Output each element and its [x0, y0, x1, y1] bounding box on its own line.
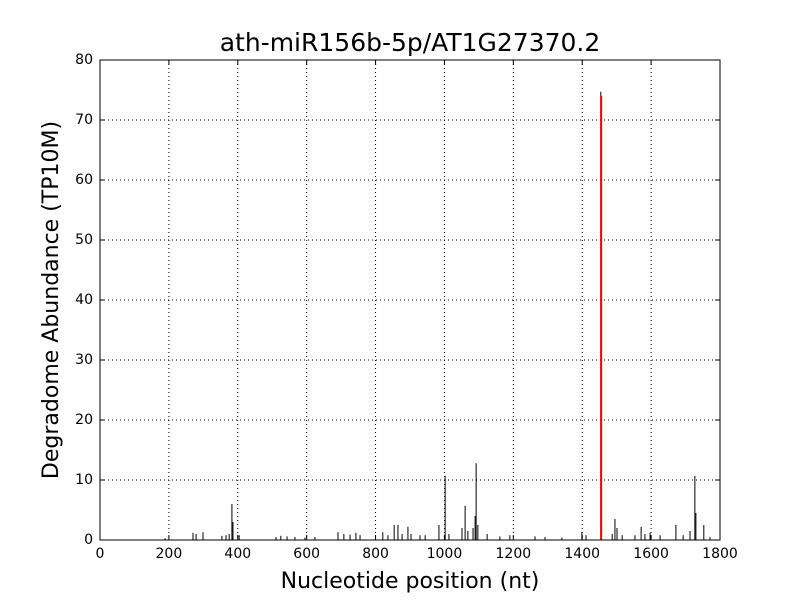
y-tick-label: 60 [75, 172, 93, 188]
plot-frame [99, 59, 721, 541]
x-tick-label: 0 [96, 546, 105, 562]
chart-title: ath-miR156b-5p/AT1G27370.2 [220, 28, 601, 57]
x-tick-label: 1600 [633, 546, 669, 562]
x-tick-label: 1000 [427, 546, 463, 562]
y-tick-label: 0 [84, 532, 93, 548]
y-tick-label: 10 [75, 472, 93, 488]
x-tick-label: 400 [224, 546, 251, 562]
y-tick-label: 30 [75, 352, 93, 368]
y-tick-label: 70 [75, 112, 93, 128]
x-tick-label: 800 [362, 546, 389, 562]
x-axis-label: Nucleotide position (nt) [281, 569, 540, 594]
x-tick-label: 200 [156, 546, 183, 562]
y-tick-label: 40 [75, 292, 93, 308]
x-tick-label: 600 [293, 546, 320, 562]
x-tick-label: 1200 [496, 546, 532, 562]
y-tick-label: 80 [75, 52, 93, 68]
x-tick-label: 1800 [702, 546, 738, 562]
y-axis-label: Degradome Abundance (TP10M) [39, 121, 64, 479]
x-tick-label: 1400 [564, 546, 600, 562]
y-tick-label: 20 [75, 412, 93, 428]
y-tick-label: 50 [75, 232, 93, 248]
